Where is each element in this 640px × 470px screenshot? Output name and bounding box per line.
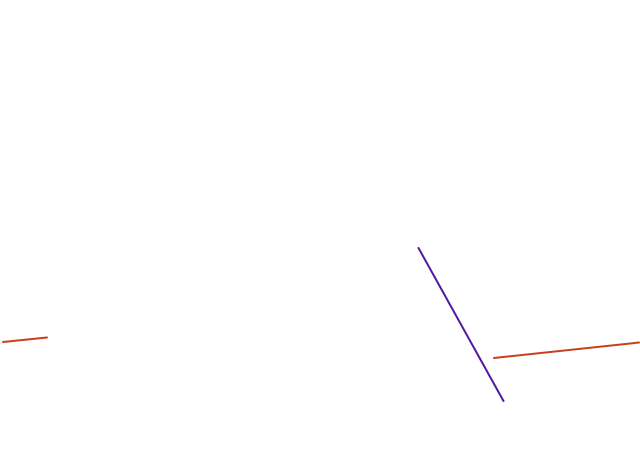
orange-segment bbox=[2, 336, 48, 343]
orange-segment bbox=[493, 341, 640, 359]
purple-segment bbox=[417, 247, 505, 402]
